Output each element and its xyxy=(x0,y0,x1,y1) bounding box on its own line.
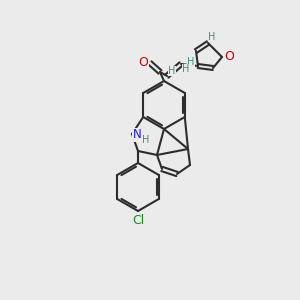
Text: H: H xyxy=(168,66,176,76)
Text: O: O xyxy=(224,50,234,64)
Text: H: H xyxy=(208,32,216,42)
Text: H: H xyxy=(187,57,195,67)
Text: Cl: Cl xyxy=(132,214,144,226)
Text: O: O xyxy=(138,56,148,70)
Text: H: H xyxy=(142,135,150,145)
Text: H: H xyxy=(182,64,190,74)
Text: N: N xyxy=(133,128,141,142)
